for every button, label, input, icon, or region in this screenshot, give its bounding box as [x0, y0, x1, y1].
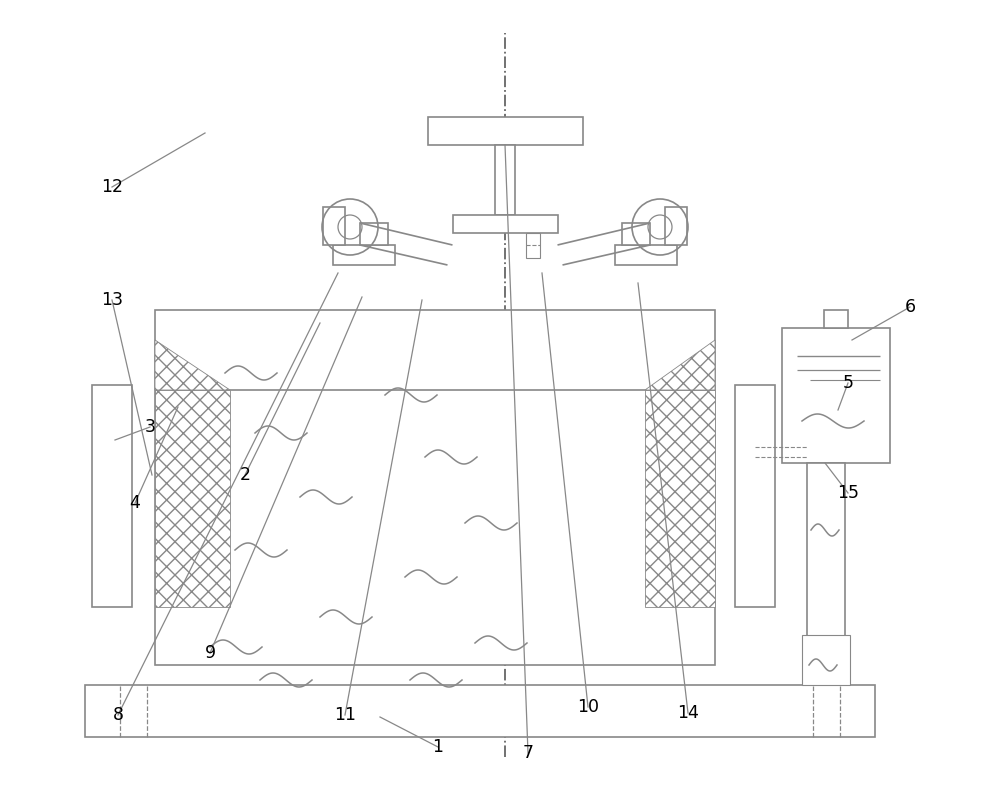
Bar: [665, 207, 687, 245]
Bar: [782, 328, 890, 463]
Bar: [622, 223, 650, 245]
Text: 3: 3: [145, 418, 156, 436]
Text: 2: 2: [240, 466, 251, 484]
Bar: [824, 310, 848, 328]
Bar: [526, 233, 540, 258]
Bar: [807, 463, 845, 685]
Bar: [155, 310, 715, 665]
Polygon shape: [645, 340, 715, 390]
Text: 14: 14: [677, 704, 699, 722]
Text: 7: 7: [522, 744, 534, 762]
Text: 4: 4: [130, 494, 140, 512]
Bar: [360, 223, 388, 245]
Text: 9: 9: [204, 644, 216, 662]
Text: 5: 5: [842, 374, 854, 392]
Text: 13: 13: [101, 291, 123, 309]
Bar: [85, 685, 875, 737]
Text: 15: 15: [837, 484, 859, 502]
Text: 8: 8: [113, 706, 124, 724]
Polygon shape: [155, 340, 230, 390]
Bar: [495, 145, 515, 215]
Text: 10: 10: [577, 698, 599, 716]
Bar: [333, 245, 395, 265]
Bar: [735, 385, 775, 607]
Bar: [155, 390, 230, 607]
Bar: [428, 117, 582, 145]
Text: 11: 11: [334, 706, 356, 724]
Bar: [802, 635, 850, 685]
Text: 12: 12: [101, 178, 123, 196]
Text: 6: 6: [904, 298, 916, 316]
Bar: [452, 215, 558, 233]
Bar: [323, 207, 345, 245]
Text: 1: 1: [433, 738, 444, 756]
Bar: [92, 385, 132, 607]
Bar: [615, 245, 677, 265]
Bar: [645, 390, 715, 607]
